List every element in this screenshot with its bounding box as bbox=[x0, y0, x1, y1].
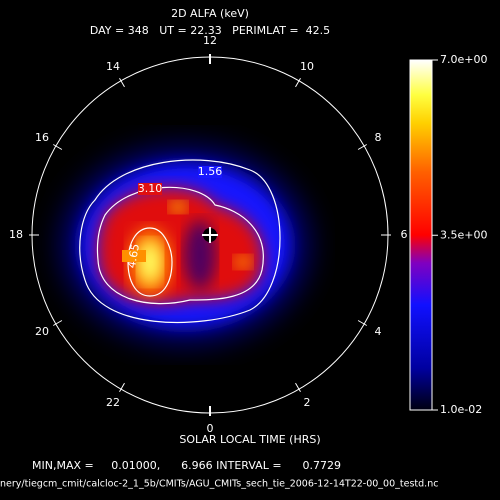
angular-tick-label: 0 bbox=[207, 422, 214, 435]
contour-label: 1.56 bbox=[198, 165, 223, 178]
angular-tick bbox=[295, 77, 301, 88]
angular-tick-label: 22 bbox=[106, 396, 120, 409]
angular-tick-label: 4 bbox=[375, 325, 382, 338]
angular-tick-label: 16 bbox=[35, 131, 49, 144]
contour-label-bg bbox=[138, 183, 162, 195]
contour-line bbox=[96, 186, 264, 305]
angular-tick bbox=[119, 77, 125, 88]
center-marker bbox=[202, 227, 218, 243]
contour-label-bg bbox=[198, 166, 222, 178]
field bbox=[60, 145, 310, 345]
angular-tick bbox=[295, 382, 301, 393]
angular-tick-label: 12 bbox=[203, 34, 217, 47]
angular-tick-label: 6 bbox=[401, 228, 408, 241]
angular-tick-label: 2 bbox=[304, 396, 311, 409]
angular-tick bbox=[52, 144, 63, 150]
colorbar-tick-label: 3.5e+00 bbox=[440, 228, 487, 241]
angular-tick bbox=[357, 320, 368, 326]
angular-tick-label: 14 bbox=[106, 60, 120, 73]
colorbar bbox=[409, 59, 433, 411]
contour-label: 3.10 bbox=[138, 182, 163, 195]
colorbar-tick-label: 7.0e+00 bbox=[440, 53, 487, 66]
angular-tick-label: 20 bbox=[35, 325, 49, 338]
x-axis-label: SOLAR LOCAL TIME (HRS) bbox=[179, 433, 320, 446]
contour-line bbox=[127, 227, 173, 297]
filename-text: nery/tiegcm_cmit/calcloc-2_1_5b/CMITs/AG… bbox=[0, 479, 438, 490]
contour-line bbox=[79, 159, 281, 324]
stats-text: MIN,MAX = 0.01000, 6.966 INTERVAL = 0.77… bbox=[32, 459, 341, 472]
angular-tick bbox=[357, 144, 368, 150]
contour-label-bg bbox=[122, 250, 146, 262]
angular-tick bbox=[119, 382, 125, 393]
chart-subtitle: DAY = 348 UT = 22.33 PERIMLAT = 42.5 bbox=[90, 24, 330, 37]
angular-tick-label: 10 bbox=[300, 60, 314, 73]
colorbar-tick-label: 1.0e-02 bbox=[440, 403, 482, 416]
angular-tick-label: 18 bbox=[9, 228, 23, 241]
contour-label: 4.65 bbox=[125, 243, 142, 269]
angular-tick bbox=[52, 320, 63, 326]
chart-title: 2D ALFA (keV) bbox=[171, 7, 249, 20]
angular-tick-label: 8 bbox=[375, 131, 382, 144]
